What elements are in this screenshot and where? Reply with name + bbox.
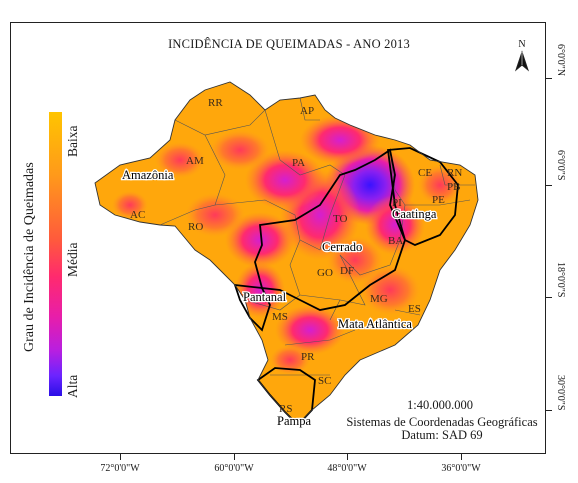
north-arrow: N xyxy=(512,40,532,76)
x-tick-label: 72°0'0"W xyxy=(100,463,140,474)
x-tick-label: 36°0'0"W xyxy=(441,463,481,474)
x-tick-mark xyxy=(234,454,235,460)
x-tick-label: 60°0'0"W xyxy=(214,463,254,474)
crs-datum: Datum: SAD 69 xyxy=(401,428,483,442)
biome-label-pantanal: Pantanal xyxy=(243,290,287,304)
y-tick-mark xyxy=(546,297,552,298)
legend-color-bar xyxy=(49,112,62,396)
state-label-sc: SC xyxy=(318,375,331,387)
biome-label-caatinga: Caatinga xyxy=(392,207,437,221)
north-label: N xyxy=(518,39,526,50)
y-tick-label: 6°0'0"N xyxy=(555,44,566,77)
x-tick-label: 48°0'0"W xyxy=(327,463,367,474)
biome-label-pampa: Pampa xyxy=(277,414,311,428)
biome-label-cerrado: Cerrado xyxy=(322,240,362,254)
crs-info: Sistemas de Coordenadas Geográficas Datu… xyxy=(340,416,544,442)
state-label-rr: RR xyxy=(208,97,223,109)
y-tick-mark xyxy=(546,410,552,411)
state-label-rs: RS xyxy=(279,403,292,415)
incidence-raster xyxy=(95,82,478,425)
state-label-pi: PI xyxy=(392,197,402,209)
biome-label-mata-atlantica: Mata Atlântica xyxy=(338,317,412,331)
crs-system: Sistemas de Coordenadas Geográficas xyxy=(346,415,538,429)
state-label-ro: RO xyxy=(188,221,203,233)
y-tick-mark xyxy=(546,185,552,186)
legend-label-low: Baixa xyxy=(65,125,80,158)
y-tick-mark xyxy=(546,78,552,79)
state-label-am: AM xyxy=(186,155,204,167)
north-arrow-icon xyxy=(514,50,530,72)
legend-label-mid: Média xyxy=(65,242,80,278)
state-label-go: GO xyxy=(317,267,333,279)
state-label-pr: PR xyxy=(301,351,315,363)
state-label-pb: PB xyxy=(447,181,460,193)
legend-title: Grau de Incidência de Queimadas xyxy=(22,162,37,352)
state-label-ce: CE xyxy=(418,167,432,179)
state-label-df: DF xyxy=(340,265,354,277)
biome-label-amazonia: Amazônia xyxy=(122,168,174,182)
state-label-to: TO xyxy=(333,213,348,225)
x-tick-mark xyxy=(347,454,348,460)
state-borders xyxy=(159,97,475,376)
state-label-ba: BA xyxy=(388,235,403,247)
scale-text: 1:40.000.000 xyxy=(407,398,473,412)
country-outline xyxy=(94,81,479,426)
x-tick-mark xyxy=(120,454,121,460)
state-label-pe: PE xyxy=(432,194,445,206)
state-label-es: ES xyxy=(408,303,421,315)
state-label-ms: MS xyxy=(272,311,288,323)
legend-label-high: Alta xyxy=(65,374,80,398)
state-label-rn: RN xyxy=(447,167,462,179)
state-label-mg: MG xyxy=(370,293,388,305)
state-label-pa: PA xyxy=(292,157,305,169)
y-tick-label: 6°0'0"S xyxy=(555,150,566,181)
map-title: INCIDÊNCIA DE QUEIMADAS - ANO 2013 xyxy=(168,37,410,51)
state-label-ap: AP xyxy=(300,105,314,117)
x-tick-mark xyxy=(461,454,462,460)
y-tick-label: 18°0'0"S xyxy=(555,262,566,298)
y-tick-label: 30°0'0"S xyxy=(555,375,566,411)
state-label-ac: AC xyxy=(130,209,145,221)
